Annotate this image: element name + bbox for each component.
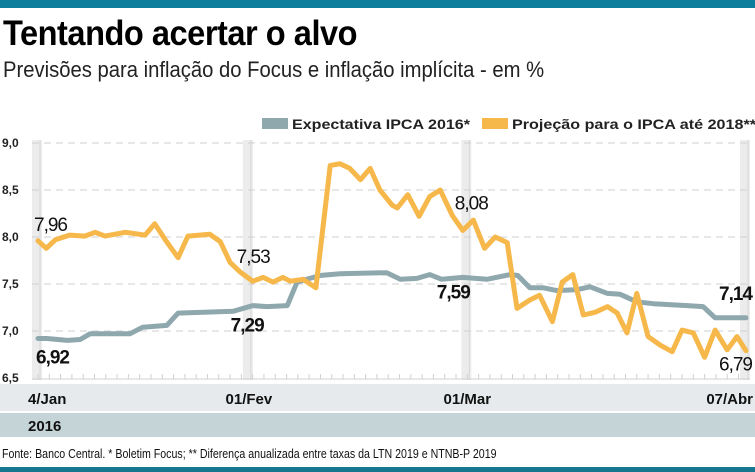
x-tick-label: 01/Mar <box>444 391 492 408</box>
legend-label: Expectativa IPCA 2016* <box>292 116 471 132</box>
data-label: 7,96 <box>34 215 67 236</box>
year-label: 2016 <box>28 418 61 435</box>
y-tick-label: 8,0 <box>2 230 19 244</box>
top-accent-bar <box>0 0 755 8</box>
x-tick-band <box>32 140 42 380</box>
x-tick-band <box>740 140 750 380</box>
data-label: 7,14 <box>719 284 753 305</box>
y-tick-label: 6,5 <box>2 371 19 385</box>
data-label: 7,53 <box>237 247 270 268</box>
x-tick-band <box>461 140 472 380</box>
legend-label: Projeção para o IPCA até 2018** <box>512 116 755 132</box>
legend-swatch <box>482 118 508 129</box>
data-label: 7,29 <box>231 316 264 337</box>
y-tick-label: 9,0 <box>2 136 19 150</box>
y-tick-label: 8,5 <box>2 183 19 197</box>
data-label: 6,79 <box>719 355 752 376</box>
legend-swatch <box>262 118 288 129</box>
chart-title: Tentando acertar o alvo <box>3 14 358 53</box>
data-label: 8,08 <box>455 193 488 214</box>
year-band <box>0 413 755 437</box>
chart-subtitle: Previsões para inflação do Focus e infla… <box>3 57 545 82</box>
y-tick-label: 7,5 <box>2 277 19 291</box>
data-label: 6,92 <box>36 348 69 369</box>
x-tick-label: 01/Fev <box>226 391 273 408</box>
data-label: 7,59 <box>437 283 470 304</box>
source-footnote: Fonte: Banco Central. * Boletim Focus; *… <box>2 447 497 461</box>
y-tick-label: 7,0 <box>2 324 19 338</box>
x-tick-band <box>242 140 253 380</box>
series-line-projecao-ipca-2018 <box>35 161 749 360</box>
x-tick-label: 4/Jan <box>28 391 66 408</box>
bottom-accent-bar <box>0 467 755 472</box>
series-line-expectativa-ipca-2016 <box>35 270 749 343</box>
x-tick-label: 07/Abr <box>706 391 753 408</box>
x-axis-band <box>0 384 755 411</box>
